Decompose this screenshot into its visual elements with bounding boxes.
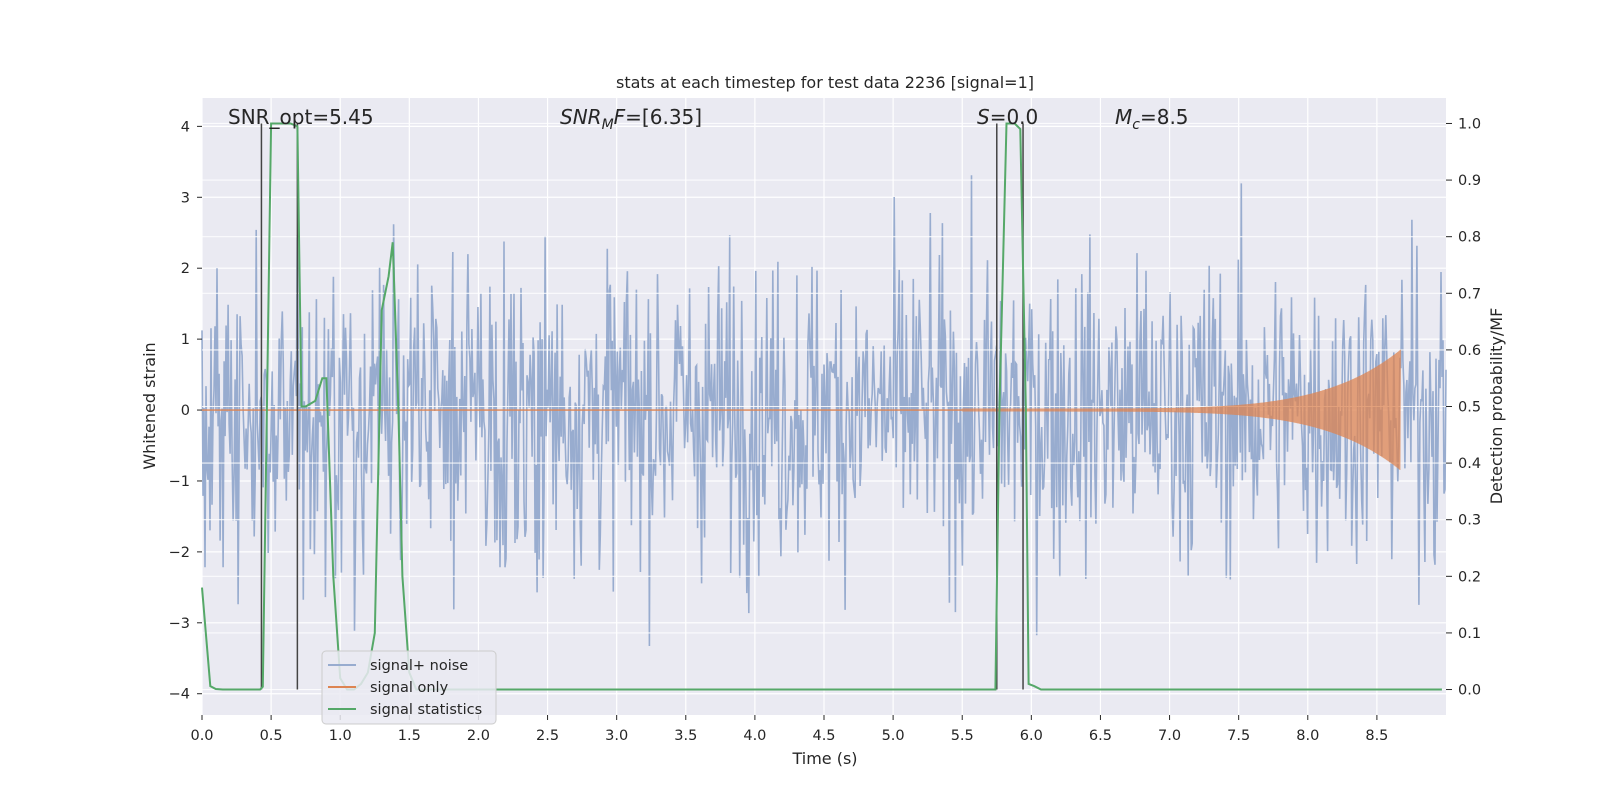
y2-tick-label: 0.5 — [1458, 400, 1481, 416]
y2-tick-label: 0.9 — [1458, 173, 1481, 189]
y-tick-label: 2 — [181, 261, 190, 277]
y-tick-label: 0 — [181, 403, 190, 419]
legend-box — [321, 650, 497, 725]
x-tick-label: 7.0 — [1158, 728, 1181, 744]
y2-tick-label: 0.2 — [1458, 569, 1481, 585]
y-tick-label: −3 — [169, 616, 190, 632]
annotation-subscript: c — [1132, 117, 1140, 133]
series-signal-only — [202, 349, 1401, 470]
signal-chirp — [961, 349, 1401, 470]
legend-label: signal statistics — [370, 702, 482, 718]
x-tick-label: 3.5 — [674, 728, 697, 744]
annotation-rest-italic: F — [614, 105, 626, 129]
x-tick-label: 6.0 — [1020, 728, 1043, 744]
x-tick-label: 2.5 — [536, 728, 559, 744]
y-axis-label: Whitened strain — [140, 342, 159, 469]
x-tick-label: 1.5 — [398, 728, 421, 744]
annotations: SNR_opt=5.45 SNRMF=[6.35] S=0.0 Mc=8.5 — [228, 105, 1189, 133]
y-tick-label: 1 — [181, 332, 190, 348]
noise-trace — [201, 175, 1447, 647]
x-tick-label: 4.0 — [743, 728, 766, 744]
annotation-math: S — [977, 105, 990, 129]
x-tick-label: 2.0 — [467, 728, 490, 744]
y-tick-label: −1 — [169, 474, 190, 490]
x-tick-label: 5.5 — [951, 728, 974, 744]
annotation-math: SNR — [560, 105, 602, 129]
y2-tick-label: 1.0 — [1458, 116, 1481, 132]
x-tick-label: 6.5 — [1089, 728, 1112, 744]
annotation-rest-tail: =[6.35] — [625, 105, 702, 129]
x-tick-label: 0.5 — [260, 728, 283, 744]
legend-label: signal+ noise — [370, 658, 468, 674]
y-tick-label: −4 — [169, 687, 190, 703]
annotation-rest: =8.5 — [1140, 105, 1189, 129]
legend: signal+ noise signal only signal statistic… — [321, 650, 497, 725]
y2-tick-label: 0.1 — [1458, 626, 1481, 642]
x-tick-label: 3.0 — [605, 728, 628, 744]
annotation-subscript: M — [602, 117, 614, 133]
annotation-rest: =0.0 — [990, 105, 1039, 129]
annotation-math: M — [1115, 105, 1132, 129]
series-signal-plus-noise — [201, 175, 1447, 647]
y2-tick-label: 0.7 — [1458, 286, 1481, 302]
y2-axis-label: Detection probability/MF — [1487, 308, 1506, 505]
annotation-text: SNRMF=[6.35] — [560, 105, 702, 133]
y2-tick-label: 0.6 — [1458, 343, 1481, 359]
chart-title: stats at each timestep for test data 223… — [616, 73, 1034, 92]
y-tick-label: 3 — [181, 190, 190, 206]
y2-tick-label: 0.4 — [1458, 456, 1481, 472]
y2-tick-label: 0.0 — [1458, 683, 1481, 699]
annotation-text: Mc=8.5 — [1115, 105, 1189, 133]
x-axis-label: Time (s) — [791, 749, 857, 768]
x-tick-label: 8.0 — [1296, 728, 1319, 744]
y-tick-label: 4 — [181, 119, 190, 135]
axes: 0.0 0.5 1.0 1.5 2.0 2.5 3.0 3.5 4.0 4.5 5.0 5.5 6.0 6… — [169, 116, 1481, 744]
annotation-rest: F=[6.35] — [614, 105, 702, 129]
annotation-text: SNR_opt=5.45 — [228, 105, 374, 129]
x-tick-label: 1.0 — [329, 728, 352, 744]
y2-tick-label: 0.8 — [1458, 230, 1481, 246]
x-tick-label: 4.5 — [812, 728, 835, 744]
annotation-text: S=0.0 — [977, 105, 1038, 129]
y-tick-label: −2 — [169, 545, 190, 561]
x-tick-label: 0.0 — [190, 728, 213, 744]
legend-label: signal only — [370, 680, 449, 696]
x-tick-label: 5.0 — [882, 728, 905, 744]
y2-tick-label: 0.3 — [1458, 513, 1481, 529]
x-tick-label: 8.5 — [1365, 728, 1388, 744]
x-tick-label: 7.5 — [1227, 728, 1250, 744]
